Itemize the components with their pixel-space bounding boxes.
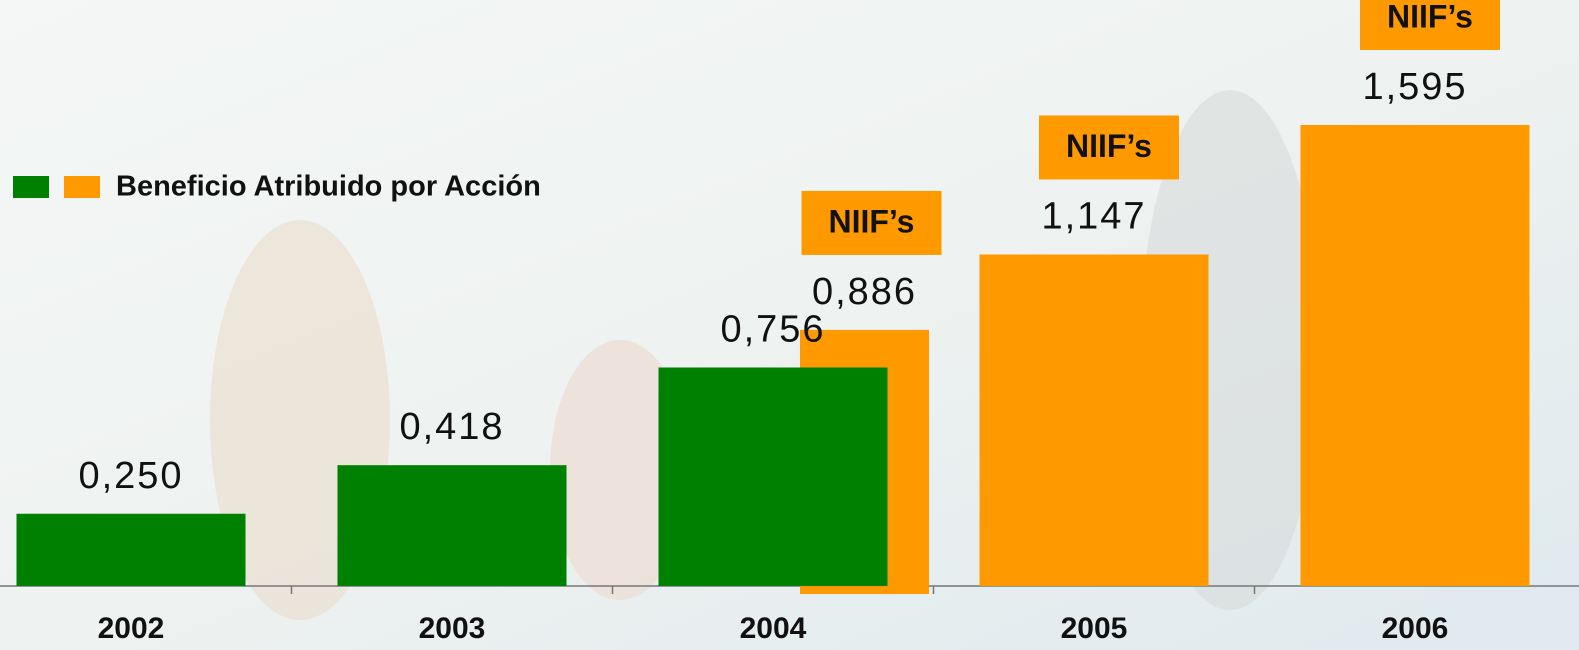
bar xyxy=(658,367,888,586)
note-box xyxy=(1360,0,1500,50)
value-label: 0,886 xyxy=(812,271,917,313)
x-tick-label: 2003 xyxy=(419,612,486,645)
photo-figure xyxy=(550,340,690,600)
bar xyxy=(979,254,1209,587)
legend-swatch xyxy=(64,176,100,198)
value-label: 0,418 xyxy=(399,406,504,448)
value-label: 1,595 xyxy=(1362,66,1467,108)
x-tick-label: 2004 xyxy=(740,612,807,645)
value-label: 1,147 xyxy=(1041,196,1146,238)
bar xyxy=(1300,125,1530,586)
value-label: 0,250 xyxy=(78,455,183,497)
legend-swatch xyxy=(13,176,49,198)
bar xyxy=(16,513,246,586)
x-tick-label: 2006 xyxy=(1382,612,1449,645)
value-label: 0,756 xyxy=(720,309,825,351)
note-label: NIIF’s xyxy=(829,203,915,239)
legend-label: Beneficio Atribuido por Acción xyxy=(116,171,541,203)
note-label: NIIF’s xyxy=(1066,128,1152,164)
note-box xyxy=(801,190,942,255)
note-label: NIIF’s xyxy=(1387,0,1473,34)
bar xyxy=(337,465,567,586)
note-box xyxy=(1039,115,1179,180)
x-tick-label: 2002 xyxy=(98,612,165,645)
x-tick-label: 2005 xyxy=(1061,612,1128,645)
